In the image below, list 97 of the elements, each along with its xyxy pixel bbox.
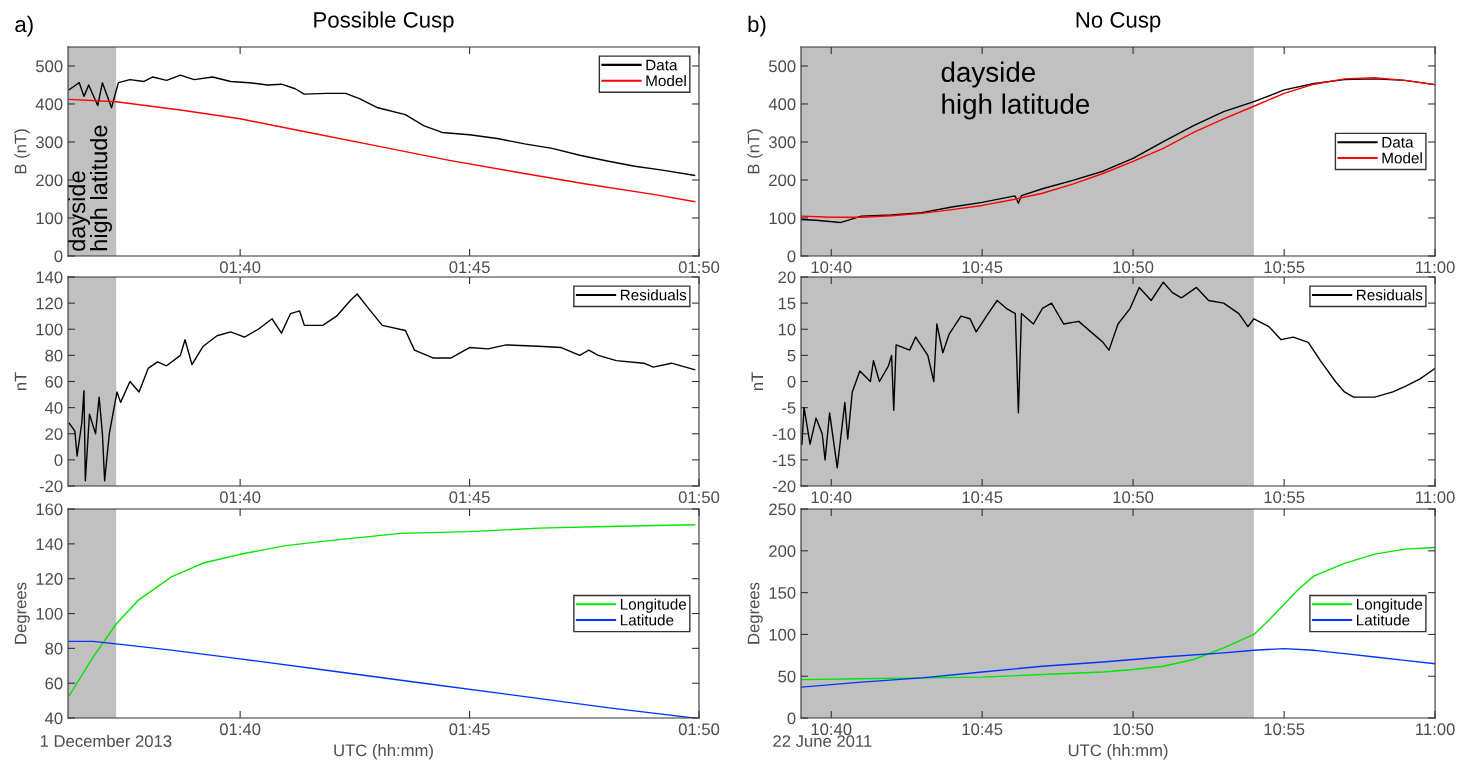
chart-title: Possible Cusp xyxy=(314,11,454,33)
line-series xyxy=(801,281,1436,469)
y-tick-label: -20 xyxy=(39,480,63,493)
y-tick-label: 160 xyxy=(36,503,63,516)
x-tick-label: 01:45 xyxy=(449,723,490,736)
y-tick-label: 100 xyxy=(36,212,63,225)
y-tick-label: 50 xyxy=(778,670,796,683)
x-tick-label: 10:40 xyxy=(811,491,852,504)
y-tick-label: 0 xyxy=(787,250,796,263)
x-tick-label: 01:50 xyxy=(678,723,720,736)
band-label: dayside high latitude xyxy=(941,61,1090,120)
legend-label: Data xyxy=(1382,137,1414,148)
legend-label: Latitude xyxy=(1356,614,1410,626)
y-tick-label: 120 xyxy=(36,297,63,310)
y-tick-label: 300 xyxy=(768,136,796,149)
y-tick-label: 60 xyxy=(45,375,63,388)
y-tick-label: 140 xyxy=(36,538,63,551)
x-tick-label: 01:40 xyxy=(219,723,261,736)
legend-label: Longitude xyxy=(1356,598,1423,613)
x-tick-label: 01:50 xyxy=(678,261,720,274)
text: 1 December 2013 xyxy=(40,734,172,747)
y-axis-title: nT xyxy=(14,372,27,391)
y-tick-label: 80 xyxy=(45,642,63,655)
x-tick-label: 10:55 xyxy=(1264,261,1305,274)
x-tick-label: 10:45 xyxy=(962,491,1003,504)
x-tick-label: 10:55 xyxy=(1264,723,1305,736)
y-tick-label: 60 xyxy=(45,677,63,690)
band-label: dayside high latitude xyxy=(67,125,113,251)
y-tick-label: -20 xyxy=(772,480,796,493)
x-tick-label: 10:55 xyxy=(1264,491,1305,504)
x-tick-label: 11:00 xyxy=(1416,261,1455,274)
y-axis-title: nT xyxy=(751,372,764,391)
y-tick-label: 100 xyxy=(36,323,63,336)
y-tick-label: 10 xyxy=(778,323,796,336)
y-tick-label: 0 xyxy=(54,454,63,467)
y-tick-label: 200 xyxy=(36,174,63,187)
line-series xyxy=(801,647,1436,688)
y-tick-label: 0 xyxy=(787,712,796,725)
text: b) xyxy=(748,15,766,37)
y-axis-title: B (nT) xyxy=(747,129,763,174)
x-tick-label: 01:50 xyxy=(678,491,720,504)
y-tick-label: 100 xyxy=(769,628,796,641)
y-tick-label: 120 xyxy=(36,573,63,585)
y-tick-label: 0 xyxy=(54,250,63,263)
text: a) xyxy=(15,15,33,37)
legend-label: Data xyxy=(646,59,678,71)
x-tick-label: 10:45 xyxy=(962,723,1003,736)
y-axis-title: B (nT) xyxy=(14,129,30,174)
y-tick-label: 250 xyxy=(769,503,796,516)
x-tick-label: 01:45 xyxy=(449,261,490,274)
y-tick-label: 5 xyxy=(787,349,796,362)
y-axis-title: Degrees xyxy=(747,582,763,644)
x-tick-label: 10:50 xyxy=(1113,723,1154,736)
x-tick-label: 10:40 xyxy=(811,261,852,274)
y-tick-label: 40 xyxy=(44,712,63,725)
y-tick-label: 20 xyxy=(778,271,796,284)
x-axis-title: UTC (hh:mm) xyxy=(334,743,433,760)
y-tick-label: 15 xyxy=(778,297,796,310)
y-tick-label: 150 xyxy=(769,587,796,599)
line-series xyxy=(68,524,696,697)
y-tick-label: 140 xyxy=(36,271,63,284)
y-tick-label: -15 xyxy=(772,454,796,467)
line-series xyxy=(801,546,1436,681)
y-tick-label: 300 xyxy=(35,136,63,149)
x-tick-label: 01:40 xyxy=(219,491,261,504)
x-tick-label: 10:40 xyxy=(811,723,852,736)
legend-label: Residuals xyxy=(620,289,687,301)
y-tick-label: 100 xyxy=(769,212,796,225)
y-tick-label: 20 xyxy=(45,428,63,440)
y-tick-label: 40 xyxy=(44,402,63,414)
y-tick-label: 500 xyxy=(35,60,63,73)
text: 22 June 2011 xyxy=(773,735,872,747)
legend-label: Model xyxy=(646,74,686,87)
y-tick-label: 400 xyxy=(35,98,63,111)
legend-label: Model xyxy=(1382,152,1422,164)
x-tick-label: 01:40 xyxy=(219,261,261,274)
y-tick-label: 200 xyxy=(769,174,796,187)
y-tick-label: -5 xyxy=(782,402,796,414)
chart-title: No Cusp xyxy=(1076,12,1161,33)
y-tick-label: 80 xyxy=(45,349,63,362)
x-tick-label: 10:50 xyxy=(1113,261,1154,274)
y-tick-label: 400 xyxy=(768,98,796,111)
legend-label: Latitude xyxy=(620,614,674,626)
y-tick-label: 100 xyxy=(36,607,63,620)
y-tick-label: 500 xyxy=(768,60,796,73)
x-tick-label: 11:00 xyxy=(1416,491,1455,504)
y-tick-label: 0 xyxy=(787,375,796,388)
y-tick-label: 200 xyxy=(769,545,796,558)
y-axis-title: Degrees xyxy=(14,582,30,644)
x-tick-label: 11:00 xyxy=(1416,723,1455,736)
x-tick-label: 10:45 xyxy=(962,261,1003,274)
x-axis-title: UTC (hh:mm) xyxy=(1068,743,1168,760)
legend-label: Longitude xyxy=(620,598,687,613)
y-tick-label: -10 xyxy=(772,428,796,440)
x-tick-label: 10:50 xyxy=(1113,491,1154,504)
x-tick-label: 01:45 xyxy=(449,491,490,504)
legend-label: Residuals xyxy=(1357,289,1423,301)
